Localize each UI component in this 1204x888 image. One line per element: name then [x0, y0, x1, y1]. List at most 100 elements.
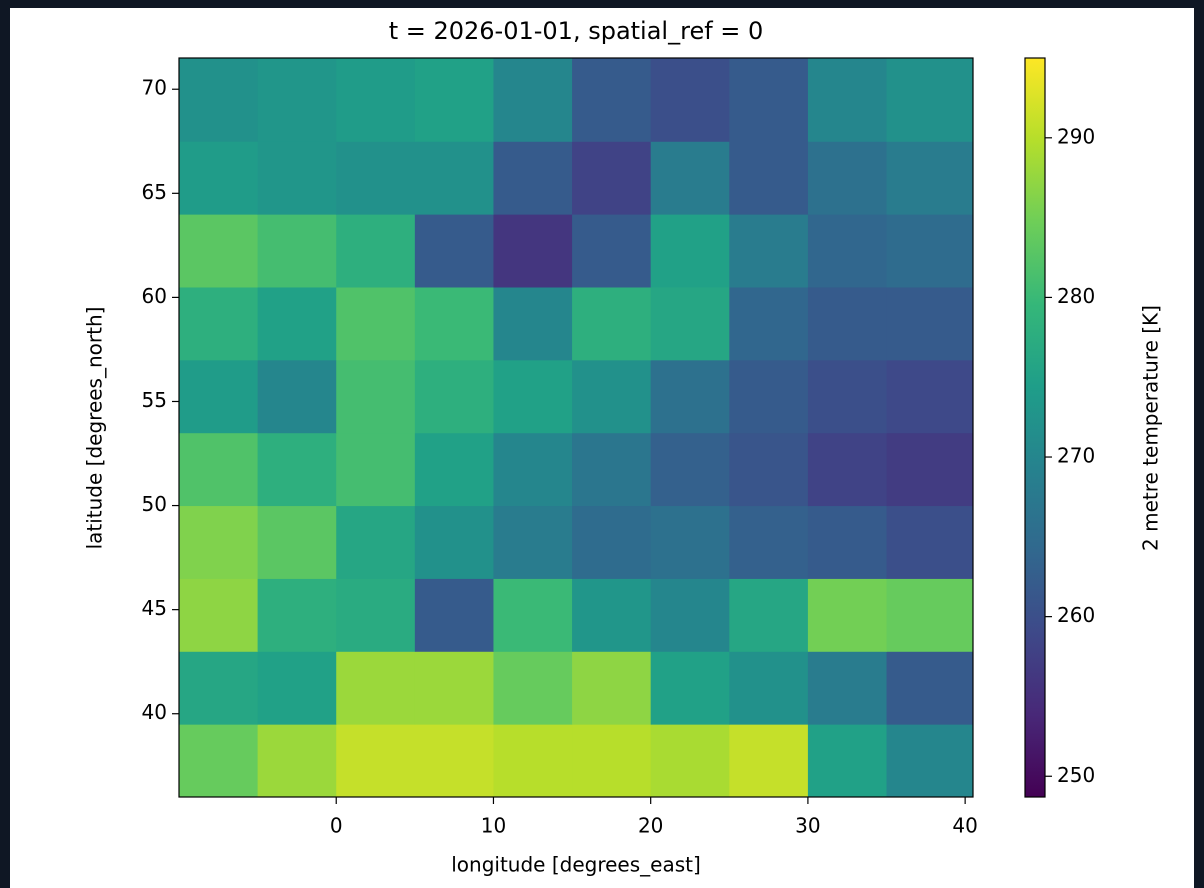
heatmap-cell	[493, 58, 573, 142]
heatmap-cell	[414, 651, 494, 725]
heatmap-cell	[493, 651, 573, 725]
heatmap-cell	[572, 432, 652, 507]
heatmap-cell	[807, 432, 888, 507]
heatmap-cell	[179, 359, 259, 434]
heatmap-cell	[179, 724, 259, 798]
heatmap-cell	[493, 578, 573, 652]
heatmap-cell	[493, 432, 573, 507]
heatmap-cell	[257, 359, 337, 434]
heatmap-cell	[729, 432, 809, 507]
heatmap-cell	[257, 141, 337, 215]
heatmap-cell	[336, 141, 416, 215]
heatmap-cell	[414, 432, 494, 507]
heatmap-cell	[336, 578, 416, 652]
heatmap-cell	[807, 286, 888, 361]
colorbar-tick-label: 250	[1057, 763, 1095, 787]
heatmap-cell	[807, 724, 888, 798]
heatmap-cell	[886, 214, 974, 288]
colorbar-tick-label: 280	[1057, 284, 1095, 308]
heatmap-cell	[414, 505, 494, 579]
heatmap-cell	[336, 651, 416, 725]
heatmap-cell	[336, 58, 416, 142]
heatmap-cell	[179, 505, 259, 579]
y-tick-label: 55	[142, 388, 167, 412]
heatmap-cell	[493, 505, 573, 579]
heatmap-cell	[729, 359, 809, 434]
heatmap-cell	[807, 359, 888, 434]
heatmap-cell	[572, 578, 652, 652]
heatmap-cell	[886, 505, 974, 579]
heatmap-cell	[179, 651, 259, 725]
heatmap-cell	[807, 141, 888, 215]
heatmap-cell	[179, 58, 259, 142]
heatmap-cell	[729, 578, 809, 652]
heatmap-cell	[807, 651, 888, 725]
heatmap-cell	[179, 578, 259, 652]
heatmap-cell	[807, 578, 888, 652]
heatmap-cell	[572, 359, 652, 434]
heatmap-cell	[257, 58, 337, 142]
heatmap-cell	[336, 505, 416, 579]
heatmap-cell	[336, 286, 416, 361]
heatmap-cell	[414, 58, 494, 142]
y-tick-label: 40	[142, 700, 167, 724]
colorbar-tick-label: 260	[1057, 603, 1095, 627]
heatmap-cell	[807, 214, 888, 288]
x-tick-label: 40	[952, 814, 977, 838]
heatmap-cell	[414, 286, 494, 361]
heatmap-cell	[257, 214, 337, 288]
heatmap-cell	[336, 359, 416, 434]
y-tick-label: 65	[142, 180, 167, 204]
heatmap-cell	[414, 359, 494, 434]
heatmap-cell	[729, 724, 809, 798]
heatmap-cell	[572, 58, 652, 142]
heatmap-cell	[650, 286, 730, 361]
heatmap-cell	[572, 214, 652, 288]
x-tick-label: 20	[638, 814, 663, 838]
y-tick-label: 60	[142, 284, 167, 308]
heatmap-cell	[650, 58, 730, 142]
heatmap-cell	[886, 578, 974, 652]
heatmap-cell	[414, 724, 494, 798]
heatmap-cell	[257, 505, 337, 579]
heatmap-cell	[886, 651, 974, 725]
heatmap-cell	[886, 141, 974, 215]
heatmap-cell	[414, 141, 494, 215]
heatmap-cell	[650, 578, 730, 652]
heatmap-cell	[807, 505, 888, 579]
heatmap-cell	[886, 286, 974, 361]
heatmap-cell	[650, 651, 730, 725]
heatmap-cell	[650, 724, 730, 798]
heatmap-cell	[414, 214, 494, 288]
heatmap-cell	[572, 141, 652, 215]
heatmap-cell	[493, 286, 573, 361]
heatmap-cell	[886, 724, 974, 798]
x-tick-label: 10	[481, 814, 506, 838]
heatmap-cell	[493, 141, 573, 215]
heatmap-cell	[650, 141, 730, 215]
heatmap-cell	[257, 286, 337, 361]
heatmap-cell	[257, 651, 337, 725]
heatmap-cell	[493, 359, 573, 434]
heatmap-cell	[336, 724, 416, 798]
y-tick-label: 50	[142, 492, 167, 516]
heatmap-cell	[493, 724, 573, 798]
x-axis-label: longitude [degrees_east]	[451, 853, 701, 877]
x-tick-label: 0	[330, 814, 343, 838]
heatmap-cell	[729, 505, 809, 579]
heatmap-cell	[729, 141, 809, 215]
colorbar-tick-label: 290	[1057, 124, 1095, 148]
heatmap-cell	[886, 359, 974, 434]
heatmap-cell	[179, 141, 259, 215]
heatmap-cell	[572, 286, 652, 361]
y-tick-label: 70	[142, 76, 167, 100]
heatmap-cell	[729, 214, 809, 288]
heatmap-cell	[336, 214, 416, 288]
heatmap-cell	[572, 651, 652, 725]
heatmap-cell	[179, 432, 259, 507]
heatmap-cell	[650, 505, 730, 579]
plot-frame	[178, 57, 974, 798]
heatmap-cell	[650, 359, 730, 434]
